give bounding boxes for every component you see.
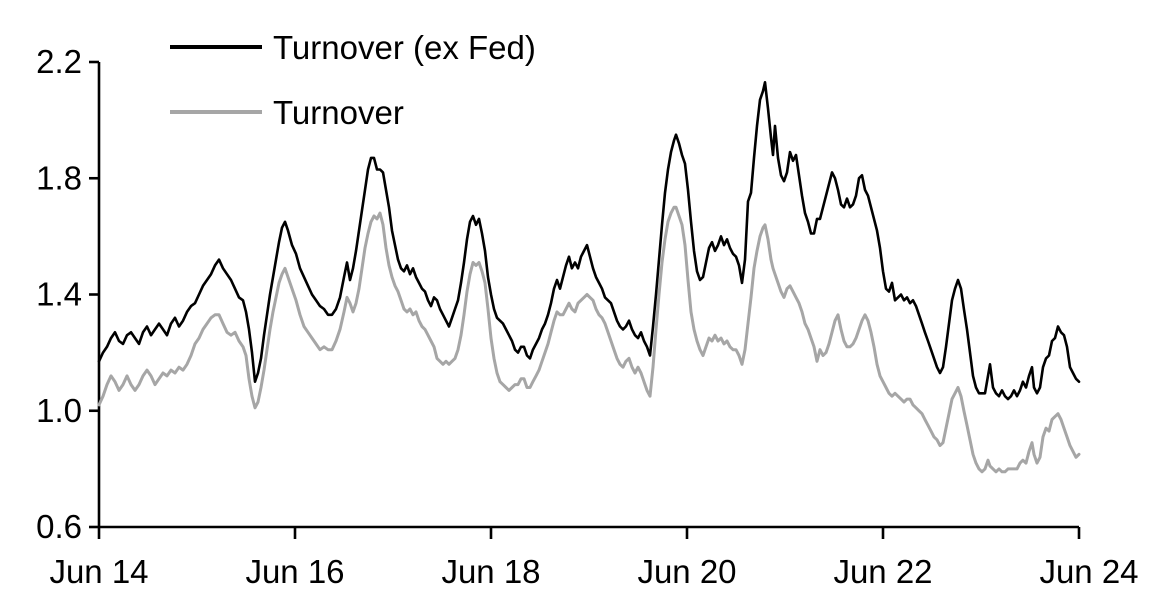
legend-label-turnover-ex-fed: Turnover (ex Fed) [273, 28, 536, 66]
series-line-turnover-ex-fed [97, 81, 1081, 401]
y-tick-label: 1.8 [36, 159, 82, 196]
y-tick-label: 1.4 [36, 276, 82, 313]
legend-label-turnover: Turnover [273, 93, 404, 131]
legend-line-gray-icon [170, 110, 262, 114]
legend-item-turnover: Turnover [170, 92, 536, 132]
legend: Turnover (ex Fed) Turnover [170, 27, 536, 157]
x-tick-label: Jun 14 [49, 553, 148, 590]
x-tick-label: Jun 16 [245, 553, 344, 590]
legend-item-turnover-ex-fed: Turnover (ex Fed) [170, 27, 536, 67]
x-tick-label: Jun 22 [833, 553, 932, 590]
y-tick-label: 0.6 [36, 508, 82, 545]
y-tick-label: 2.2 [36, 43, 82, 80]
y-tick-label: 1.0 [36, 392, 82, 429]
x-tick-label: Jun 18 [441, 553, 540, 590]
x-tick-label: Jun 24 [1039, 553, 1138, 590]
legend-line-black-icon [170, 45, 262, 49]
series-line-turnover [97, 205, 1081, 474]
x-tick-label: Jun 20 [637, 553, 736, 590]
